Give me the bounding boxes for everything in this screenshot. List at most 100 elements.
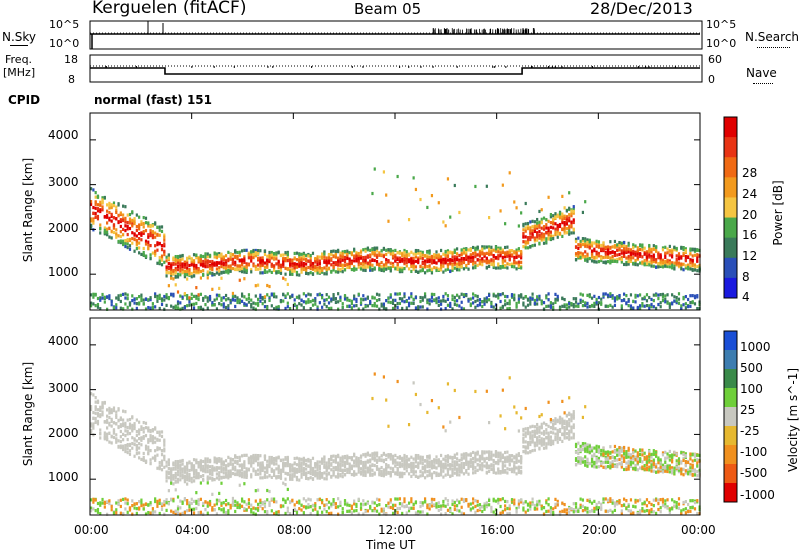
power-cell bbox=[563, 214, 566, 218]
power-cell bbox=[497, 293, 500, 297]
power-cell bbox=[650, 305, 653, 309]
velocity-cell bbox=[174, 476, 177, 480]
power-cell bbox=[398, 266, 402, 270]
velocity-cell bbox=[224, 471, 228, 475]
velocity-cell bbox=[325, 472, 328, 476]
velocity-cell bbox=[300, 463, 303, 467]
velocity-cell bbox=[289, 475, 292, 479]
velocity-cell bbox=[117, 407, 120, 411]
velocity-cell bbox=[170, 481, 173, 485]
velocity-cell bbox=[325, 461, 328, 465]
power-cell bbox=[307, 254, 310, 258]
power-cell bbox=[632, 249, 635, 254]
power-cell bbox=[284, 277, 287, 282]
velocity-cell bbox=[195, 472, 198, 476]
power-cell bbox=[359, 297, 363, 301]
power-cell bbox=[458, 253, 461, 258]
power-cell bbox=[321, 256, 324, 260]
velocity-cell bbox=[117, 499, 120, 503]
power-cell bbox=[373, 304, 376, 308]
power-cell bbox=[572, 205, 575, 209]
power-cell bbox=[279, 268, 283, 272]
velocity-cell bbox=[211, 476, 214, 481]
velocity-cell bbox=[135, 447, 138, 451]
power-cell bbox=[645, 252, 649, 256]
power-cell bbox=[364, 297, 367, 301]
power-cell bbox=[391, 251, 395, 255]
velocity-cell bbox=[119, 511, 122, 515]
power-cell bbox=[149, 296, 152, 300]
velocity-cell bbox=[222, 507, 225, 511]
power-cell bbox=[572, 231, 575, 235]
power-cell bbox=[119, 306, 122, 310]
power-cell bbox=[389, 266, 392, 270]
power-cell bbox=[689, 267, 692, 271]
power-cell bbox=[634, 295, 637, 299]
velocity-cell bbox=[110, 504, 113, 509]
velocity-cell bbox=[234, 503, 237, 507]
power-cell bbox=[579, 239, 582, 244]
power-cell bbox=[396, 305, 399, 310]
velocity-cell bbox=[247, 458, 251, 462]
velocity-cell bbox=[197, 472, 200, 477]
power-cell bbox=[469, 302, 472, 306]
power-cell bbox=[680, 267, 683, 271]
velocity-cell bbox=[309, 471, 312, 476]
power-cell bbox=[593, 248, 596, 253]
velocity-cell bbox=[279, 468, 283, 473]
power-cell bbox=[291, 269, 294, 273]
power-cell bbox=[545, 240, 548, 244]
power-cell bbox=[323, 260, 326, 264]
power-cell bbox=[561, 304, 564, 308]
power-cell bbox=[584, 239, 587, 243]
power-cell bbox=[321, 252, 324, 256]
power-cell bbox=[565, 306, 568, 311]
power-cell bbox=[446, 303, 450, 307]
power-cell bbox=[437, 296, 440, 300]
power-cell bbox=[568, 232, 571, 236]
velocity-cell bbox=[222, 510, 225, 514]
velocity-cell bbox=[206, 504, 209, 508]
velocity-cell bbox=[378, 512, 381, 516]
velocity-cell bbox=[96, 414, 100, 418]
power-cell bbox=[99, 203, 102, 207]
power-cell bbox=[451, 263, 454, 267]
power-cell bbox=[430, 255, 434, 259]
velocity-cell bbox=[343, 473, 347, 477]
velocity-cell bbox=[339, 468, 342, 473]
velocity-cell bbox=[371, 500, 374, 504]
velocity-cell bbox=[170, 472, 173, 476]
power-cell bbox=[186, 277, 189, 281]
velocity-cell bbox=[375, 454, 379, 458]
power-cell bbox=[362, 294, 365, 298]
power-cell bbox=[556, 298, 559, 302]
velocity-cell bbox=[238, 483, 241, 487]
power-cell bbox=[128, 303, 132, 307]
power-cell bbox=[680, 304, 683, 308]
power-cell bbox=[421, 250, 424, 254]
velocity-cell bbox=[163, 449, 166, 453]
power-cell bbox=[456, 299, 459, 303]
velocity-cell bbox=[277, 510, 280, 514]
velocity-cell bbox=[124, 443, 127, 448]
power-cell bbox=[458, 262, 461, 266]
power-cell bbox=[158, 242, 161, 246]
power-cell bbox=[430, 271, 434, 275]
power-cell bbox=[526, 298, 530, 302]
freq-mark bbox=[233, 66, 235, 68]
power-cell bbox=[163, 238, 166, 242]
velocity-cell bbox=[224, 459, 228, 463]
velocity-cell bbox=[332, 454, 335, 458]
velocity-cell bbox=[238, 469, 241, 473]
power-cell bbox=[94, 293, 97, 297]
power-cell bbox=[373, 301, 376, 306]
power-cell bbox=[220, 303, 223, 307]
power-cell bbox=[300, 252, 303, 256]
velocity-cell bbox=[231, 502, 235, 506]
velocity-cell bbox=[215, 502, 219, 506]
velocity-cell bbox=[378, 468, 381, 472]
power-cell bbox=[176, 261, 180, 265]
velocity-cell bbox=[163, 499, 166, 504]
power-cell bbox=[108, 216, 111, 220]
power-cell bbox=[636, 255, 639, 259]
